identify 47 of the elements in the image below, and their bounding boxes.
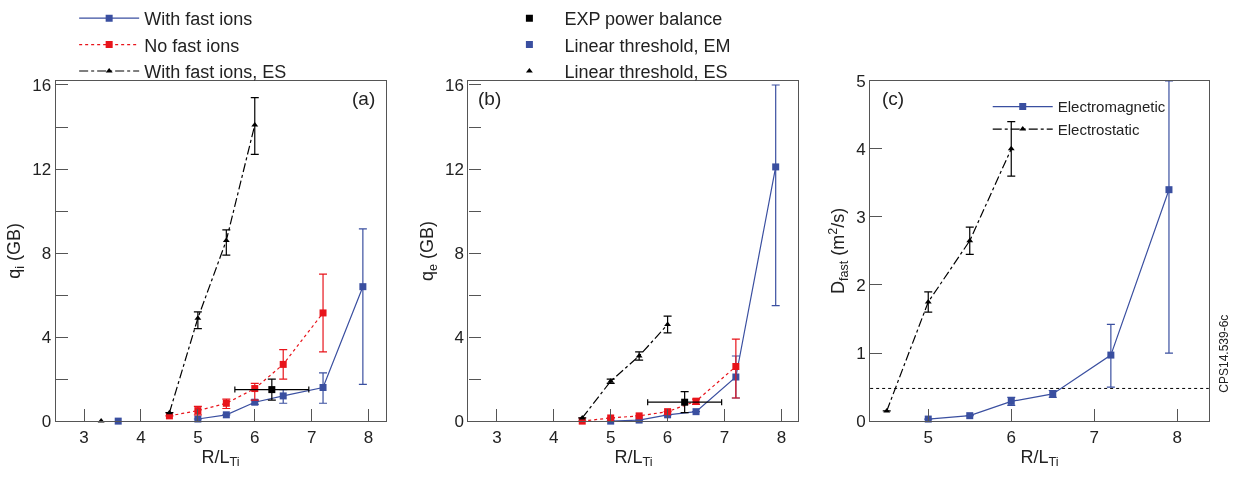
x-tick-label: 7 [719,427,730,447]
x-tick-label: 8 [776,427,787,447]
y-tick-label: 4 [454,328,464,348]
x-tick-label: 5 [923,427,933,447]
legend-label: Electromagnetic [1057,98,1166,116]
y-tick-label: 3 [856,207,866,227]
y-tick-label: 5 [856,71,866,91]
y-tick-label: 0 [41,412,52,432]
x-tick-label: 6 [250,427,260,447]
y-tick-label: 12 [445,159,464,179]
y-tick-label: 0 [856,412,866,432]
x-tick-label: 3 [492,427,502,447]
y-tick-label: 16 [32,75,52,95]
x-axis-title: R/L$_{Ti}$ [614,446,653,470]
x-tick-label: 8 [1172,427,1182,447]
annotation: (b) [478,88,502,109]
legend-label: No fast ions [144,35,240,56]
y-tick-label: 4 [41,328,52,348]
legend-label: Linear threshold, ES [564,62,728,83]
legend-label: With fast ions [144,9,253,30]
y-tick-label: 2 [856,275,866,295]
legend-label: EXP power balance [564,9,723,30]
x-axis-title: R/L$_{Ti}$ [201,446,240,470]
x-tick-label: 5 [605,427,616,447]
x-tick-label: 6 [1006,427,1016,447]
x-tick-label: 8 [363,427,374,447]
legend-label: With fast ions, ES [144,62,287,83]
annotation: (a) [352,88,376,109]
y-tick-label: 12 [32,159,52,179]
x-tick-label: 7 [306,427,317,447]
x-tick-label: 6 [662,427,673,447]
x-tick-label: 4 [549,427,559,447]
annotation: (c) [882,88,905,109]
y-tick-label: 4 [856,139,866,159]
x-tick-label: 7 [1089,427,1099,447]
legend-label: Electrostatic [1057,120,1140,138]
text: CPS14.539-6c [1217,314,1232,393]
legend-label: Linear threshold, EM [564,35,731,56]
y-tick-label: 8 [41,244,52,263]
x-axis-title: R/L$_{Ti}$ [1020,446,1059,470]
x-tick-label: 4 [136,427,146,447]
y-tick-label: 1 [856,344,866,363]
y-tick-label: 0 [454,412,464,432]
x-tick-label: 5 [193,427,203,447]
x-tick-label: 3 [79,427,89,447]
y-tick-label: 16 [445,75,464,95]
y-tick-label: 8 [454,244,464,263]
